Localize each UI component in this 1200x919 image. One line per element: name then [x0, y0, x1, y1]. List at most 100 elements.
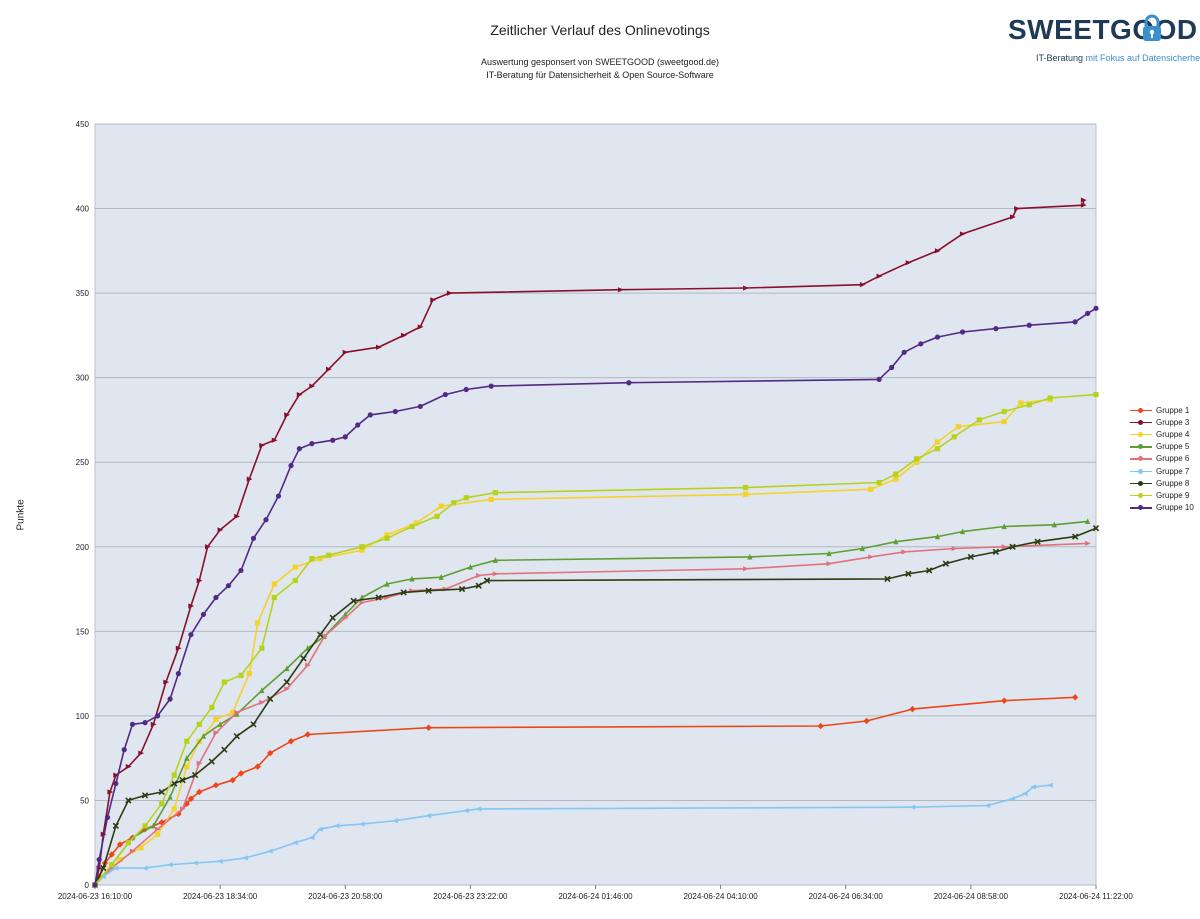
data-point-gruppe-1: [196, 788, 203, 796]
data-point-gruppe-10: [121, 747, 127, 753]
y-tick-label: 150: [76, 627, 90, 636]
data-point-gruppe-7: [475, 806, 482, 812]
data-point-gruppe-10: [342, 434, 348, 440]
data-point-gruppe-5: [409, 575, 415, 582]
data-point-gruppe-3: [175, 645, 182, 651]
y-tick-label: 350: [76, 289, 90, 298]
data-point-gruppe-5: [467, 563, 473, 570]
x-tick-label: 2024-06-24 08:58:00: [934, 892, 1009, 901]
data-point-gruppe-1: [817, 722, 824, 730]
x-tick-label: 2024-06-24 06:34:00: [809, 892, 884, 901]
data-point-gruppe-10: [188, 632, 194, 638]
data-point-gruppe-8: [100, 864, 107, 872]
data-point-gruppe-8: [967, 553, 975, 561]
data-point-gruppe-7: [984, 802, 991, 809]
legend-swatch: [1130, 406, 1152, 414]
legend-swatch: [1130, 479, 1152, 487]
data-point-gruppe-5: [200, 732, 207, 739]
data-point-gruppe-6: [868, 554, 874, 560]
data-point-gruppe-10: [92, 882, 98, 888]
data-point-gruppe-3: [196, 578, 203, 584]
data-point-gruppe-10: [392, 408, 398, 415]
data-point-gruppe-9: [914, 456, 920, 462]
data-point-gruppe-7: [1046, 782, 1053, 788]
data-point-gruppe-1: [304, 731, 311, 738]
legend-label: Gruppe 7: [1156, 466, 1190, 476]
data-point-gruppe-8: [1092, 525, 1100, 532]
data-point-gruppe-3: [342, 349, 349, 355]
data-point-gruppe-10: [1026, 322, 1032, 328]
data-point-gruppe-7: [191, 860, 198, 866]
data-point-gruppe-1: [175, 810, 182, 818]
plot-area: [94, 123, 1097, 886]
data-point-gruppe-5: [167, 793, 173, 800]
data-point-gruppe-6: [1085, 540, 1091, 546]
data-point-gruppe-3: [138, 750, 145, 756]
data-point-gruppe-4: [213, 716, 219, 722]
data-point-gruppe-3: [430, 297, 437, 303]
data-point-gruppe-3: [1009, 214, 1016, 220]
data-point-gruppe-10: [142, 720, 148, 726]
legend-label: Gruppe 4: [1156, 429, 1190, 439]
data-point-gruppe-5: [1001, 523, 1007, 530]
data-point-gruppe-1: [108, 851, 115, 858]
data-point-gruppe-8: [112, 822, 120, 829]
data-point-gruppe-10: [250, 535, 257, 541]
data-point-gruppe-9: [325, 552, 332, 558]
data-point-gruppe-9: [976, 417, 982, 423]
data-point-gruppe-10: [1093, 305, 1099, 311]
data-point-gruppe-10: [934, 334, 941, 340]
series-line-gruppe-9: [94, 393, 1097, 886]
data-point-gruppe-5: [359, 594, 365, 601]
data-point-gruppe-10: [200, 611, 207, 618]
data-point-gruppe-10: [993, 326, 999, 332]
data-point-gruppe-10: [296, 446, 302, 452]
data-point-gruppe-3: [205, 544, 211, 550]
data-point-gruppe-6: [259, 699, 266, 705]
data-point-gruppe-8: [300, 655, 307, 662]
data-point-gruppe-9: [271, 594, 277, 601]
data-point-gruppe-8: [158, 788, 165, 796]
data-point-gruppe-4: [359, 547, 365, 553]
data-point-gruppe-1: [1001, 697, 1008, 704]
x-tick-label: 2024-06-23 20:58:00: [308, 892, 383, 901]
legend-swatch: [1130, 418, 1152, 426]
logo-tagline-main: IT-Beratung: [1036, 53, 1084, 63]
data-point-gruppe-3: [325, 366, 332, 372]
data-point-gruppe-6: [321, 633, 328, 640]
data-point-gruppe-10: [1072, 319, 1078, 325]
data-point-gruppe-7: [308, 835, 315, 841]
data-point-gruppe-8: [221, 746, 228, 753]
data-point-gruppe-4: [230, 709, 236, 716]
data-point-gruppe-5: [934, 533, 941, 540]
data-point-gruppe-3: [271, 437, 278, 443]
data-point-gruppe-3: [959, 231, 966, 237]
data-point-gruppe-5: [217, 721, 223, 727]
data-point-gruppe-9: [492, 490, 498, 496]
data-point-gruppe-3: [234, 513, 241, 519]
data-point-gruppe-4: [271, 581, 277, 587]
y-tick-label: 300: [76, 374, 90, 383]
legend-label: Gruppe 5: [1156, 442, 1190, 452]
y-tick-label: 50: [80, 796, 89, 805]
data-point-gruppe-7: [141, 865, 148, 871]
y-tick-label: 400: [76, 205, 90, 214]
data-point-gruppe-10: [918, 341, 924, 347]
data-point-gruppe-8: [350, 597, 357, 605]
data-point-gruppe-8: [317, 631, 324, 638]
data-point-gruppe-1: [909, 705, 916, 713]
data-point-gruppe-8: [267, 695, 274, 703]
data-point-gruppe-10: [876, 376, 882, 382]
data-point-gruppe-10: [288, 463, 294, 469]
data-point-gruppe-3: [859, 282, 866, 288]
data-point-gruppe-6: [213, 730, 220, 736]
legend-swatch: [1130, 443, 1152, 451]
data-point-gruppe-3: [446, 290, 453, 296]
data-point-gruppe-7: [333, 823, 340, 829]
data-point-gruppe-9: [171, 772, 177, 778]
chart-legend: Gruppe 1 Gruppe 3 Gruppe 4 Gruppe 5 Gruppe 6…: [1130, 404, 1194, 514]
data-point-gruppe-7: [909, 804, 916, 810]
data-point-gruppe-5: [893, 538, 899, 545]
data-point-gruppe-3: [150, 721, 157, 727]
